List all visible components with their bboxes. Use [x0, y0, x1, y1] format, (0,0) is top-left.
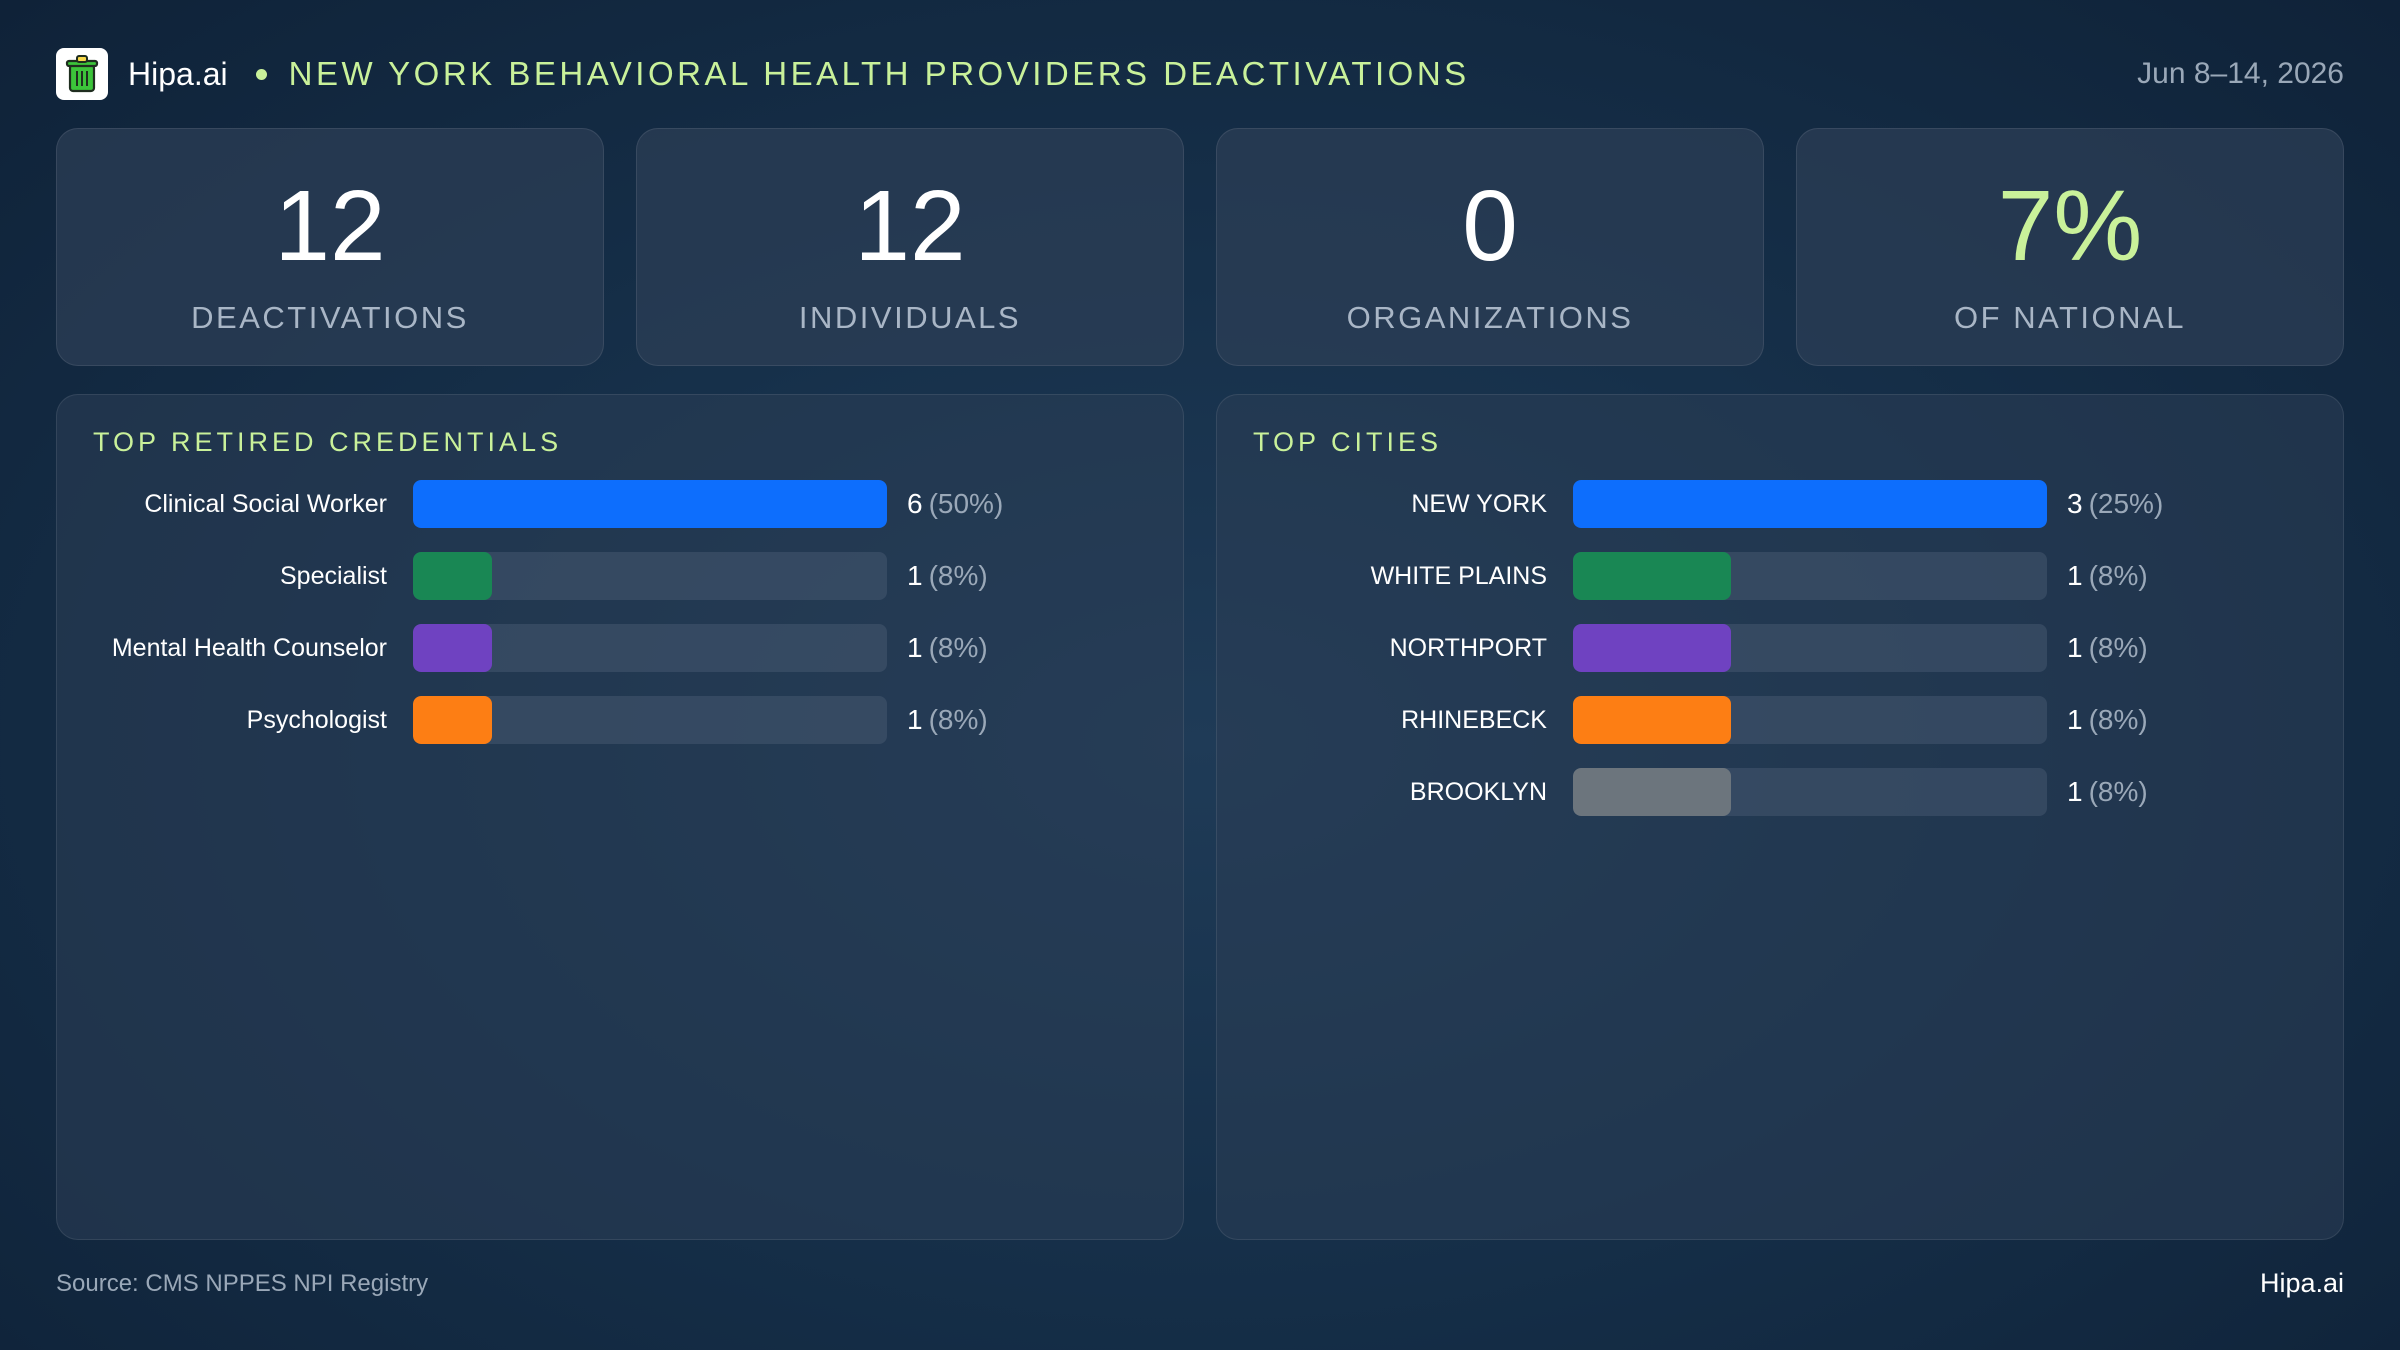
- bar-value: 3 (25%): [2067, 480, 2163, 528]
- bar-value: 1 (8%): [2067, 696, 2148, 744]
- bar-track: [1573, 696, 2047, 744]
- bar-value: 1 (8%): [2067, 768, 2148, 816]
- stat-value: 12: [274, 170, 386, 282]
- bar-value: 1 (8%): [2067, 552, 2148, 600]
- header: Hipa.ai NEW YORK BEHAVIORAL HEALTH PROVI…: [56, 46, 2344, 102]
- bar-label: Mental Health Counselor: [111, 634, 387, 662]
- bar-row: Specialist 1 (8%): [57, 552, 1183, 600]
- bar-count: 1: [2067, 560, 2083, 591]
- bar-label: NEW YORK: [1411, 490, 1547, 518]
- bar-count: 6: [907, 488, 923, 519]
- stat-card-organizations: 0 ORGANIZATIONS: [1216, 128, 1764, 366]
- bar-row: Mental Health Counselor 1 (8%): [57, 624, 1183, 672]
- bar-count: 3: [2067, 488, 2083, 519]
- bar-percent: (8%): [2088, 776, 2148, 807]
- bar-value: 1 (8%): [2067, 624, 2148, 672]
- bar-value: 1 (8%): [907, 552, 988, 600]
- credentials-chart-panel: TOP RETIRED CREDENTIALS Clinical Social …: [56, 394, 1184, 1240]
- separator-dot: [255, 68, 267, 80]
- bar-row: NEW YORK 3 (25%): [1217, 480, 2343, 528]
- source-note: Source: CMS NPPES NPI Registry: [56, 1270, 429, 1297]
- stat-label: ORGANIZATIONS: [1346, 300, 1634, 335]
- bar-row: NORTHPORT 1 (8%): [1217, 624, 2343, 672]
- stat-card-of-national: 7% OF NATIONAL: [1796, 128, 2344, 366]
- bar-track: [413, 624, 887, 672]
- stat-label: DEACTIVATIONS: [191, 300, 469, 335]
- bar-percent: (8%): [928, 560, 988, 591]
- stat-label: INDIVIDUALS: [798, 300, 1022, 335]
- bar-value: 1 (8%): [907, 624, 988, 672]
- stat-card-deactivations: 12 DEACTIVATIONS: [56, 128, 604, 366]
- bar-track: [1573, 768, 2047, 816]
- bar: [1573, 480, 2047, 528]
- trash-can-icon: [56, 48, 108, 100]
- bar: [1573, 624, 1731, 672]
- bar-track: [413, 552, 887, 600]
- bar-percent: (25%): [2088, 488, 2164, 519]
- bar: [1573, 552, 1731, 600]
- bar-row: BROOKLYN 1 (8%): [1217, 768, 2343, 816]
- bar-value: 1 (8%): [907, 696, 988, 744]
- chart-title: TOP CITIES: [1253, 427, 1443, 457]
- bar: [1573, 768, 1731, 816]
- bar-label: Psychologist: [246, 706, 387, 734]
- bar-percent: (8%): [2088, 704, 2148, 735]
- stat-card-individuals: 12 INDIVIDUALS: [636, 128, 1184, 366]
- stat-cards: 12 DEACTIVATIONS 12 INDIVIDUALS 0 ORGANI…: [56, 128, 2344, 366]
- bar: [1573, 696, 1731, 744]
- bar-count: 1: [907, 560, 923, 591]
- bar-count: 1: [907, 632, 923, 663]
- bar-track: [1573, 624, 2047, 672]
- bar-label: WHITE PLAINS: [1370, 562, 1547, 590]
- bar-percent: (8%): [2088, 632, 2148, 663]
- brand-name: Hipa.ai: [128, 55, 228, 92]
- bar-track: [1573, 480, 2047, 528]
- bar-track: [1573, 552, 2047, 600]
- cities-chart-panel: TOP CITIES NEW YORK 3 (25%) WHITE PLAINS 1 (8…: [1216, 394, 2344, 1240]
- page-title: NEW YORK BEHAVIORAL HEALTH PROVIDERS DEA…: [288, 55, 1470, 92]
- bar-percent: (8%): [928, 704, 988, 735]
- stat-value: 7%: [1997, 170, 2143, 282]
- bar-label: BROOKLYN: [1409, 778, 1547, 806]
- stat-label: OF NATIONAL: [1954, 300, 2186, 335]
- bar-percent: (8%): [928, 632, 988, 663]
- footer-brand: Hipa.ai: [2259, 1268, 2344, 1298]
- bar-label: Specialist: [280, 562, 387, 590]
- bar: [413, 480, 887, 528]
- bar-count: 1: [2067, 704, 2083, 735]
- stat-value: 12: [854, 170, 966, 282]
- bar-percent: (50%): [928, 488, 1004, 519]
- bar-label: RHINEBECK: [1401, 706, 1547, 734]
- bar-count: 1: [907, 704, 923, 735]
- bar-row: Clinical Social Worker 6 (50%): [57, 480, 1183, 528]
- bar-count: 1: [2067, 776, 2083, 807]
- bar-row: WHITE PLAINS 1 (8%): [1217, 552, 2343, 600]
- bar-label: Clinical Social Worker: [144, 490, 387, 518]
- date-range: Jun 8–14, 2026: [2137, 57, 2344, 90]
- bar-count: 1: [2067, 632, 2083, 663]
- bar: [413, 696, 492, 744]
- bar: [413, 624, 492, 672]
- bar-track: [413, 480, 887, 528]
- stat-value: 0: [1462, 170, 1518, 282]
- bar-value: 6 (50%): [907, 480, 1003, 528]
- chart-title: TOP RETIRED CREDENTIALS: [93, 427, 563, 457]
- bar-percent: (8%): [2088, 560, 2148, 591]
- bar-row: Psychologist 1 (8%): [57, 696, 1183, 744]
- bar-track: [413, 696, 887, 744]
- bar-row: RHINEBECK 1 (8%): [1217, 696, 2343, 744]
- bar-label: NORTHPORT: [1389, 634, 1547, 662]
- bar: [413, 552, 492, 600]
- cities-bar-chart: NEW YORK 3 (25%) WHITE PLAINS 1 (8%) NORTHPORT…: [1217, 480, 2343, 840]
- credentials-bar-chart: Clinical Social Worker 6 (50%) Specialist 1(…: [57, 480, 1183, 768]
